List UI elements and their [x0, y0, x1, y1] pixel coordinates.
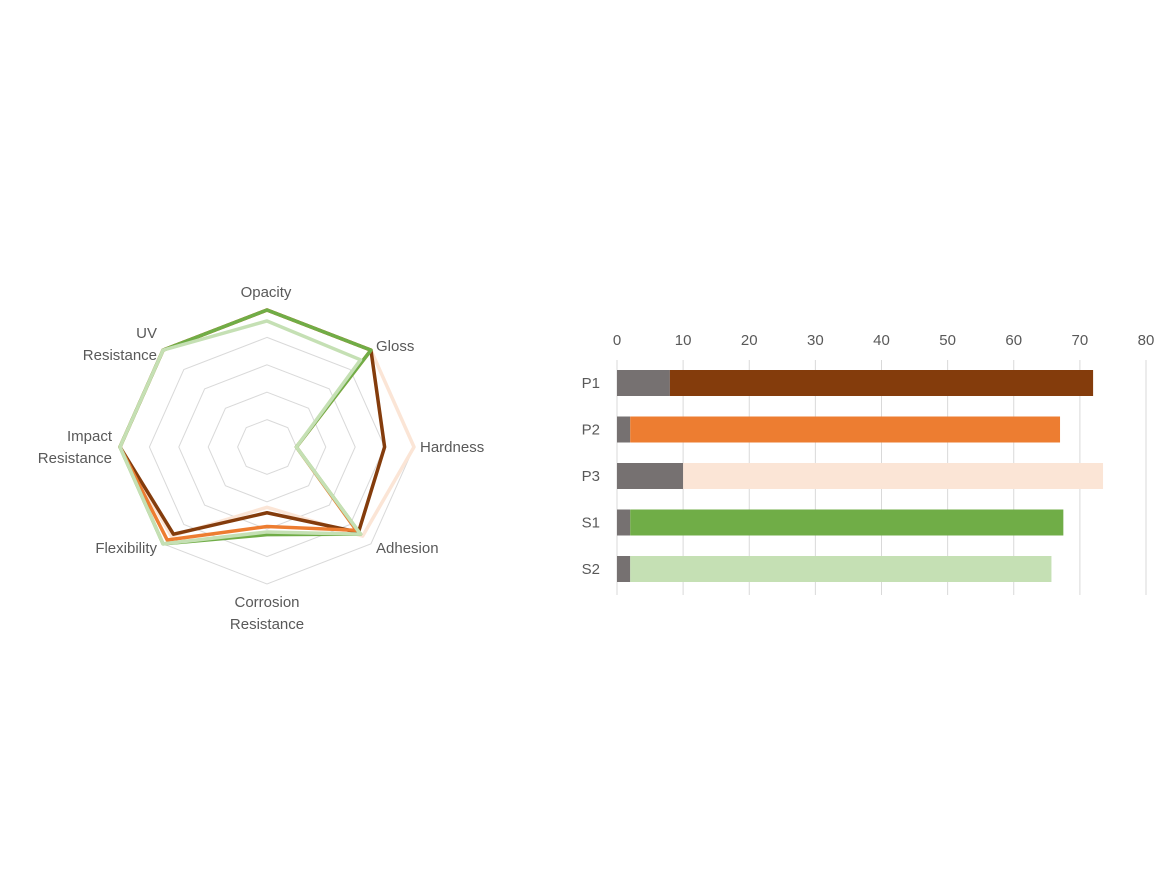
bar-P1-value — [669, 370, 1094, 396]
radar-axis-label-line: Impact — [67, 428, 113, 445]
bar-x-tick-label: 80 — [1138, 332, 1155, 349]
radar-axis-label-line: Adhesion — [376, 540, 439, 557]
bar-P3-value — [683, 463, 1104, 489]
radar-axis-label-line: Hardness — [420, 439, 484, 456]
radar-axis-label: Corrosion Resistance — [230, 594, 304, 633]
radar-axis-label: Flexibility — [95, 540, 157, 557]
bar-x-tick-label: 50 — [939, 332, 956, 349]
bar-category-label: P3 — [582, 468, 600, 485]
radar-axis-label-line: Resistance — [38, 450, 112, 467]
bar-S2-base — [617, 556, 631, 582]
radar-grid-ring — [237, 419, 297, 475]
bar-x-tick-label: 20 — [741, 332, 758, 349]
bar-S1-value — [630, 509, 1064, 536]
bar-x-tick-label: 70 — [1072, 332, 1089, 349]
radar-axis-label-line: Resistance — [83, 347, 157, 364]
bar-S2-value — [630, 556, 1052, 582]
radar-axis-label-line: Resistance — [230, 616, 304, 633]
radar-series-P1 — [118, 308, 387, 536]
bar-chart: 0 10 20 30 40 50 60 70 80 P1 P2 P3 S1 S2 — [582, 332, 1155, 595]
radar-axis-label-line: Gloss — [376, 338, 414, 355]
radar-axis-label: UV Resistance — [83, 325, 157, 364]
radar-axis-label-line: Opacity — [241, 284, 292, 301]
bar-category-label: P1 — [582, 375, 600, 392]
radar-axis-label: Adhesion — [376, 540, 439, 557]
radar-axis-label-line: Corrosion — [234, 594, 299, 611]
radar-axis-label: Impact Resistance — [38, 428, 113, 467]
bar-P2-base — [617, 416, 631, 443]
bar-x-tick-label: 0 — [613, 332, 621, 349]
bar-x-tick-label: 30 — [807, 332, 824, 349]
radar-grid-ring — [178, 364, 356, 530]
bar-category-label: S1 — [582, 515, 600, 532]
bar-P1-base — [617, 370, 670, 396]
radar-grid-ring — [207, 391, 327, 503]
bar-x-tick-label: 40 — [873, 332, 890, 349]
bar-P2-value — [630, 416, 1061, 443]
radar-series-S2 — [118, 319, 363, 546]
bar-x-tick-label: 60 — [1005, 332, 1022, 349]
radar-axis-label-line: UV — [136, 325, 157, 342]
bar-x-tick-label: 10 — [675, 332, 692, 349]
bar-S1-base — [617, 509, 631, 536]
radar-grid-ring — [148, 336, 386, 558]
bar-P3-base — [617, 463, 684, 489]
radar-axis-label-line: Flexibility — [95, 540, 157, 557]
bar-category-label: S2 — [582, 561, 600, 578]
radar-chart: Opacity Gloss Hardness Adhesion Corrosion Res… — [38, 284, 484, 633]
radar-axis-label: Hardness — [420, 439, 484, 456]
radar-axis-label: Opacity — [241, 284, 292, 301]
radar-axis-label: Gloss — [376, 338, 414, 355]
bar-category-label: P2 — [582, 422, 600, 439]
